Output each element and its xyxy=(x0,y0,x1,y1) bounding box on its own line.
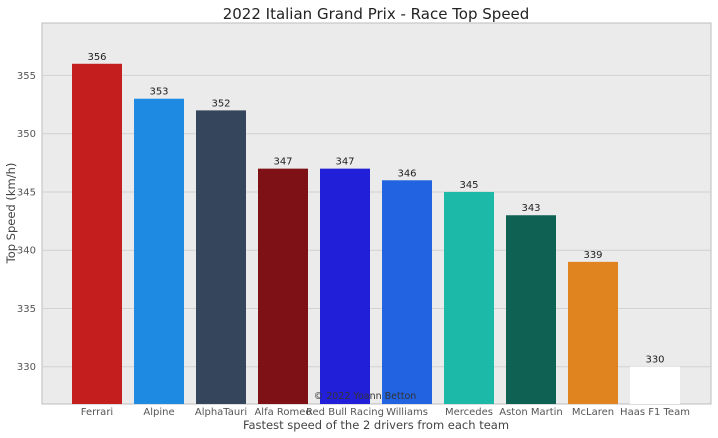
x-tick-label: Haas F1 Team xyxy=(620,407,690,418)
y-tick-label: 350 xyxy=(17,129,36,140)
bar xyxy=(630,366,680,404)
bar xyxy=(382,180,432,404)
bar xyxy=(258,168,308,404)
bar-value-label: 343 xyxy=(521,203,540,214)
chart-title: 2022 Italian Grand Prix - Race Top Speed xyxy=(223,5,530,23)
x-tick-label: McLaren xyxy=(572,407,614,418)
y-tick-label: 335 xyxy=(17,304,36,315)
bar xyxy=(444,191,494,404)
x-axis-label: Fastest speed of the 2 drivers from each… xyxy=(243,418,509,432)
bar-value-label: 353 xyxy=(149,87,168,98)
x-tick-label: Red Bull Racing xyxy=(306,407,384,418)
bar-value-label: 339 xyxy=(583,250,602,261)
x-tick-label: Alpine xyxy=(143,407,174,418)
y-tick-label: 345 xyxy=(17,187,36,198)
x-tick-label: Alfa Romeo xyxy=(254,407,311,418)
copyright-credit: © 2022 Yoann Betton xyxy=(314,391,417,402)
y-tick-label: 355 xyxy=(17,71,36,82)
bar-value-label: 356 xyxy=(87,52,106,63)
bars: 356 353 352 347 347 346 345 343 339 330 xyxy=(72,52,680,405)
x-tick-label: Ferrari xyxy=(81,407,113,418)
y-axis-label: Top Speed (km/h) xyxy=(4,163,18,265)
bar xyxy=(320,168,370,404)
bar-value-label: 330 xyxy=(645,355,664,366)
bar xyxy=(506,215,556,404)
x-tick-label: Williams xyxy=(386,407,428,418)
bar-value-label: 346 xyxy=(397,168,416,179)
y-tick-label: 330 xyxy=(17,362,36,373)
bar-value-label: 352 xyxy=(211,98,230,109)
bar-value-label: 347 xyxy=(273,157,292,168)
y-tick-labels: 330 335 340 345 350 355 xyxy=(17,71,36,373)
bar xyxy=(72,63,122,404)
bar-value-label: 345 xyxy=(459,180,478,191)
x-tick-label: AlphaTauri xyxy=(195,407,247,418)
x-tick-label: Mercedes xyxy=(445,407,493,418)
bar-value-label: 347 xyxy=(335,157,354,168)
bar xyxy=(134,98,184,404)
bar xyxy=(568,261,618,404)
y-tick-label: 340 xyxy=(17,246,36,257)
bar xyxy=(196,110,246,405)
x-tick-label: Aston Martin xyxy=(499,407,563,418)
